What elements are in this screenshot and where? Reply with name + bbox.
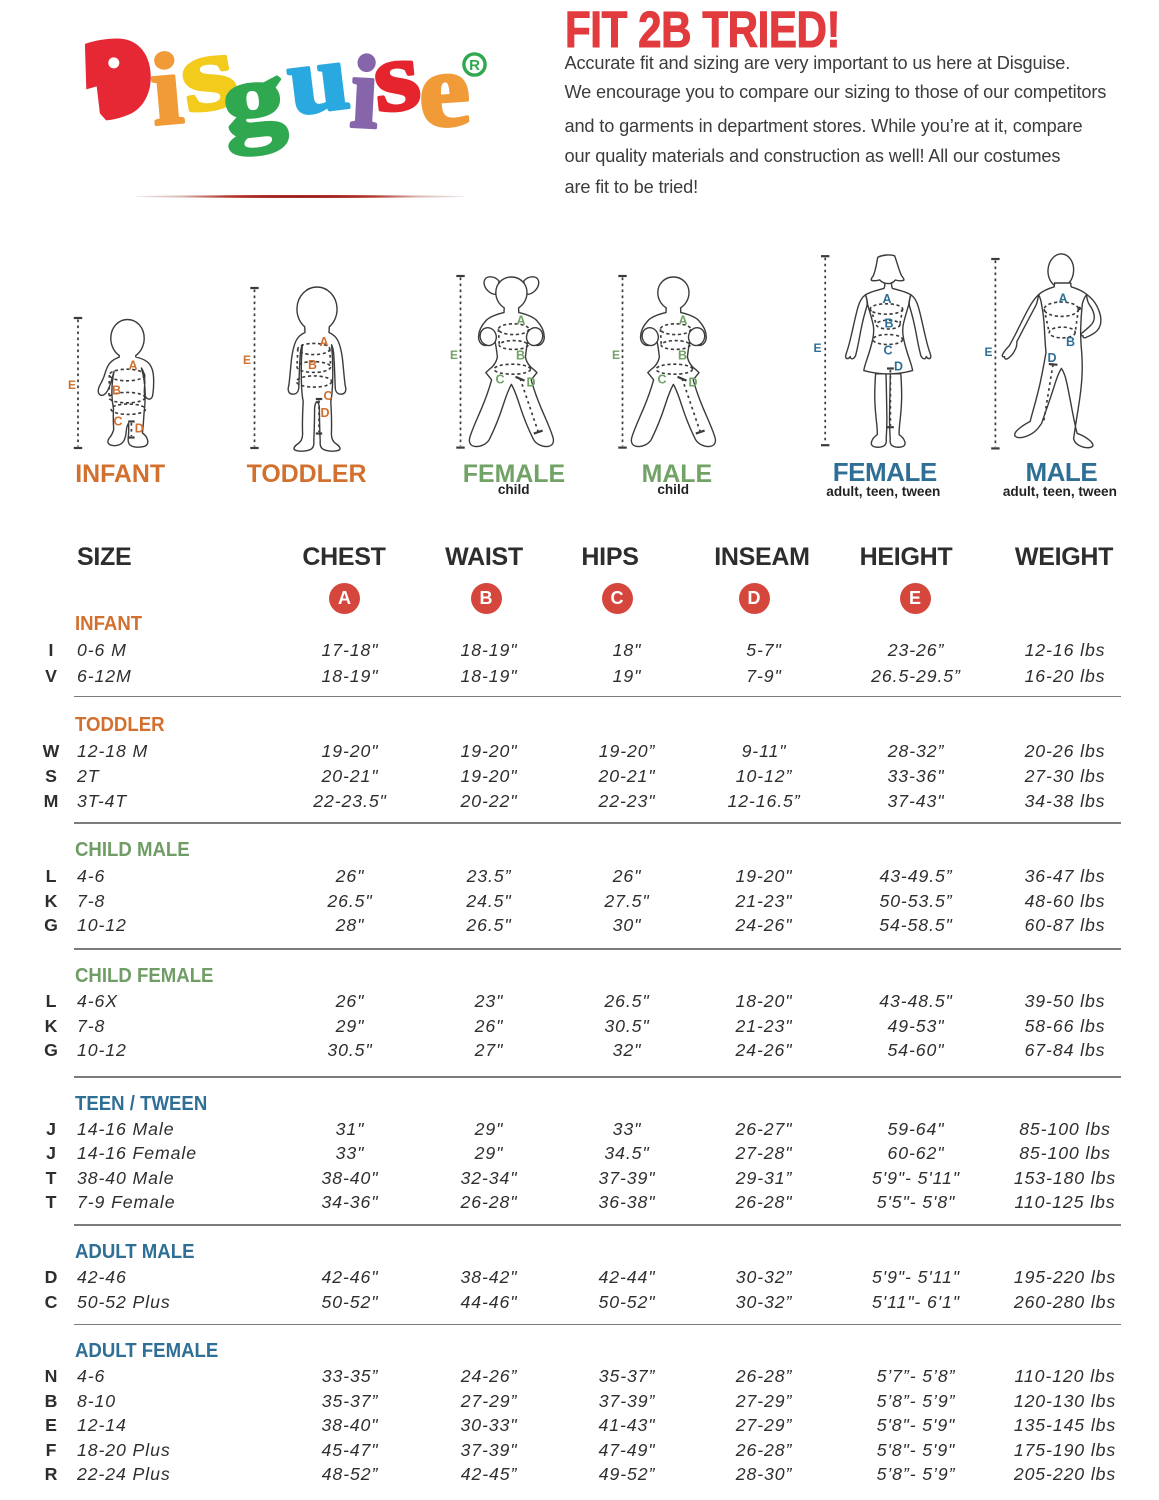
svg-text:C: C [884, 344, 893, 358]
svg-text:E: E [612, 348, 620, 362]
svg-text:E: E [450, 348, 458, 362]
svg-text:E: E [985, 345, 993, 359]
svg-text:A: A [517, 314, 526, 328]
svg-text:B: B [516, 349, 525, 363]
svg-text:e: e [414, 30, 473, 150]
svg-text:g: g [217, 39, 290, 158]
svg-text:E: E [243, 353, 251, 367]
svg-text:A: A [883, 292, 892, 306]
svg-text:R: R [469, 57, 480, 74]
svg-text:E: E [814, 341, 822, 355]
svg-text:A: A [679, 314, 688, 328]
svg-text:B: B [112, 384, 121, 398]
svg-text:C: C [114, 415, 123, 429]
svg-text:A: A [320, 335, 329, 349]
svg-text:C: C [496, 373, 505, 387]
svg-text:u: u [282, 25, 355, 135]
svg-text:C: C [324, 389, 333, 403]
svg-text:A: A [129, 359, 138, 373]
svg-text:B: B [1066, 335, 1075, 349]
svg-text:D: D [321, 406, 330, 420]
svg-text:i: i [348, 34, 382, 150]
svg-text:B: B [678, 349, 687, 363]
svg-text:A: A [1059, 292, 1068, 306]
svg-text:D: D [894, 360, 903, 374]
svg-text:B: B [885, 317, 894, 331]
svg-text:C: C [658, 373, 667, 387]
svg-text:E: E [68, 378, 76, 392]
svg-text:D: D [1048, 351, 1057, 365]
svg-text:D: D [135, 422, 144, 436]
svg-text:D: D [527, 376, 536, 390]
svg-text:B: B [308, 358, 317, 372]
svg-text:D: D [689, 376, 698, 390]
